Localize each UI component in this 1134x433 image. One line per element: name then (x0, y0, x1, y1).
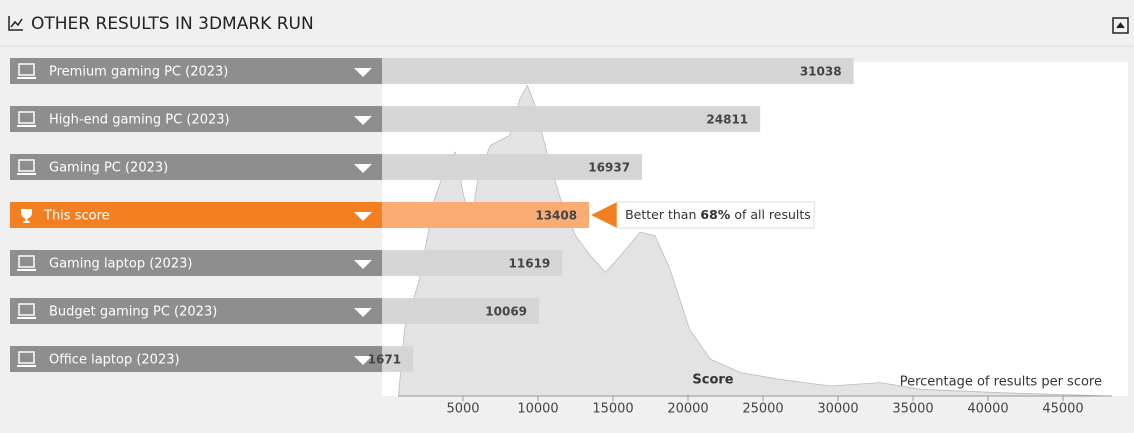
collapse-button[interactable] (1112, 17, 1129, 34)
row-label-box (10, 298, 382, 324)
device-icon (18, 255, 35, 268)
device-icon (18, 351, 35, 364)
callout-box (616, 201, 815, 229)
device-icon-base (17, 269, 36, 271)
x-tick-label: 45000 (1042, 402, 1083, 417)
bar (382, 106, 761, 132)
bar-value: 10069 (485, 305, 527, 319)
x-tick-label: 35000 (892, 402, 933, 417)
device-icon (18, 303, 35, 316)
y-axis-label: Percentage of results per score (900, 375, 1102, 390)
device-icon-base (17, 317, 36, 319)
x-tick-label: 5000 (446, 402, 479, 417)
bar (382, 298, 540, 324)
result-row: This score 13408 Better than 68% of all resu… (10, 201, 815, 229)
header-title: OTHER RESULTS IN 3DMARK RUN (31, 14, 314, 34)
callout-part: Better than (625, 207, 696, 222)
row-label-box (10, 202, 382, 228)
x-tick-label: 10000 (517, 402, 558, 417)
callout-part: 68% (700, 207, 730, 222)
device-icon-base (17, 125, 36, 127)
result-row: Gaming laptop (2023) 11619 (10, 250, 563, 276)
x-tick-label: 30000 (817, 402, 858, 417)
result-row: Budget gaming PC (2023) 10069 (10, 298, 540, 324)
row-label-box (10, 58, 382, 84)
bar-value: 11619 (509, 257, 551, 271)
row-label: High-end gaming PC (2023) (49, 113, 230, 128)
callout-part: of all results (734, 207, 810, 222)
row-label-box (10, 154, 382, 180)
bar-value: 31038 (800, 65, 842, 79)
device-icon-base (17, 77, 36, 79)
x-tick-label: 20000 (667, 402, 708, 417)
row-label: Gaming PC (2023) (49, 161, 168, 176)
device-icon (18, 63, 35, 76)
trophy-icon (21, 209, 32, 223)
result-row: Premium gaming PC (2023) 31038 (10, 58, 854, 84)
row-dropdown[interactable] (354, 116, 372, 125)
callout-text: Better than 68% of all results (625, 207, 811, 222)
row-label-box (10, 250, 382, 276)
x-tick-label: 15000 (592, 402, 633, 417)
bar-value: 16937 (588, 161, 630, 175)
x-tick-label: 40000 (967, 402, 1008, 417)
bar (382, 202, 590, 228)
bar (382, 58, 854, 84)
result-row: Gaming PC (2023) 16937 (10, 154, 643, 180)
bar-value: 24811 (706, 113, 748, 127)
row-label: Gaming laptop (2023) (49, 257, 192, 272)
callout-arrow (591, 202, 618, 228)
row-dropdown[interactable] (354, 356, 372, 365)
device-icon (18, 111, 35, 124)
result-row: Office laptop (2023) 1671 (10, 346, 414, 372)
device-icon-base (17, 173, 36, 175)
device-icon-base (17, 365, 36, 367)
row-dropdown[interactable] (354, 68, 372, 77)
result-row: High-end gaming PC (2023) 24811 (10, 106, 761, 132)
row-label-box (10, 346, 382, 372)
row-label: Budget gaming PC (2023) (49, 305, 217, 320)
bar (382, 346, 414, 372)
bar-value: 13408 (535, 209, 577, 223)
row-label-box (10, 106, 382, 132)
row-dropdown[interactable] (354, 308, 372, 317)
row-dropdown[interactable] (354, 212, 372, 221)
x-axis-label: Score (692, 373, 733, 388)
row-label: Office laptop (2023) (49, 353, 180, 368)
bar-value: 1671 (368, 353, 401, 367)
header-icon (8, 16, 23, 31)
bar (382, 154, 643, 180)
x-tick-label: 25000 (742, 402, 783, 417)
row-label: This score (43, 209, 110, 224)
bar (382, 250, 563, 276)
row-label: Premium gaming PC (2023) (49, 65, 228, 80)
device-icon (18, 159, 35, 172)
row-dropdown[interactable] (354, 260, 372, 269)
row-dropdown[interactable] (354, 164, 372, 173)
